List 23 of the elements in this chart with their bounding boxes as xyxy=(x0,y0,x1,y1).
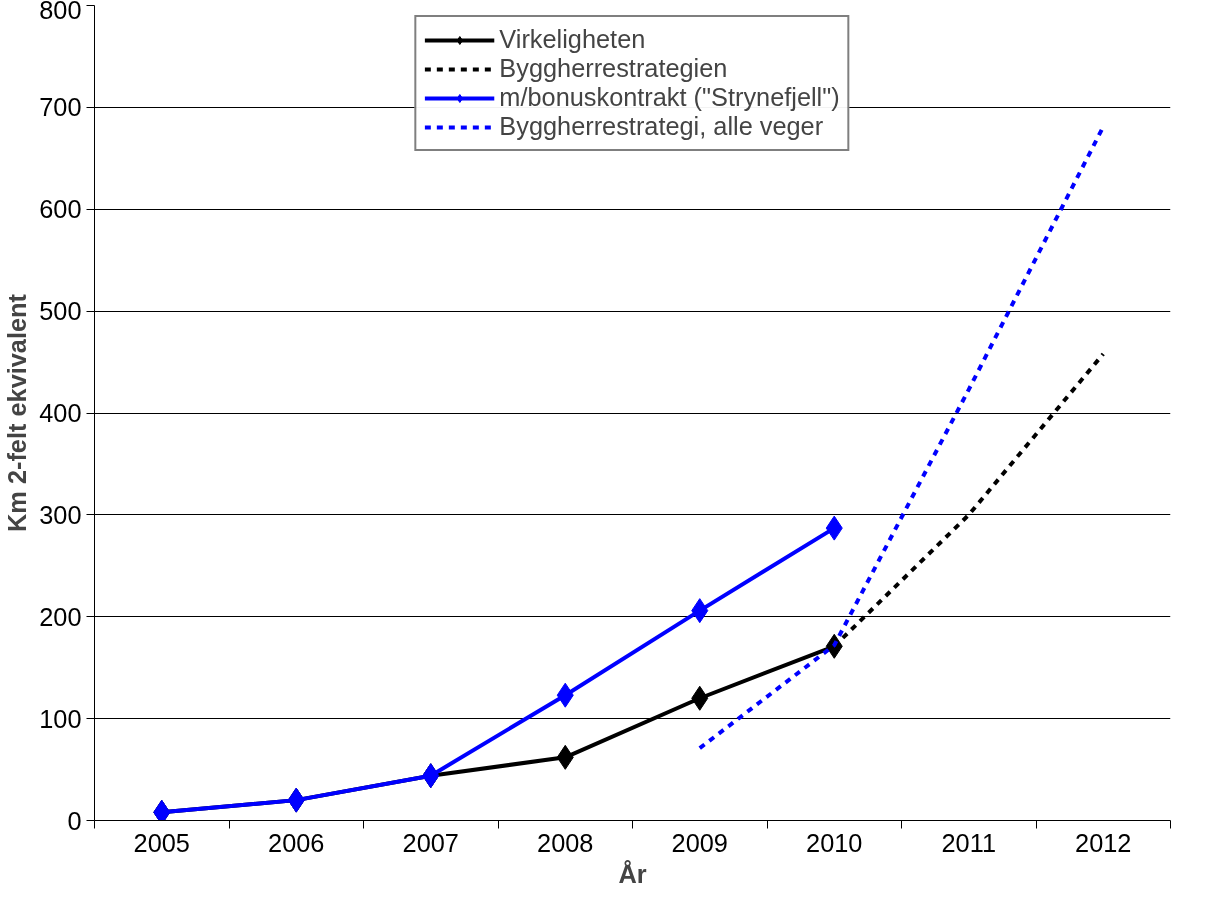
legend-label: Virkeligheten xyxy=(499,25,646,54)
y-tick-label: 400 xyxy=(39,399,82,427)
x-tick-label: 2007 xyxy=(402,828,459,857)
y-tick-label: 600 xyxy=(39,195,82,224)
y-tick-label: 300 xyxy=(39,500,82,529)
x-tick-label: 2006 xyxy=(268,828,325,857)
x-axis-title: År xyxy=(618,859,647,888)
legend-label: Byggherrestrategien xyxy=(499,54,728,83)
x-tick-label: 2009 xyxy=(671,828,728,857)
legend-label: m/bonuskontrakt ("Strynefjell") xyxy=(499,83,840,112)
y-tick-label: 0 xyxy=(67,806,82,835)
x-tick-label: 2008 xyxy=(537,828,594,857)
x-tick-label: 2005 xyxy=(133,828,190,857)
legend-label: Byggherrestrategi, alle veger xyxy=(499,112,824,141)
y-tick-label: 100 xyxy=(39,704,82,733)
x-tick-label: 2010 xyxy=(806,828,863,857)
y-tick-label: 500 xyxy=(39,297,82,326)
x-tick-label: 2012 xyxy=(1075,828,1132,857)
x-tick-label: 2011 xyxy=(941,828,996,857)
y-tick-label: 200 xyxy=(39,602,82,631)
y-tick-label: 700 xyxy=(39,93,82,122)
y-tick-label: 800 xyxy=(39,0,82,24)
y-axis-title: Km 2-felt ekvivalent xyxy=(3,293,32,532)
